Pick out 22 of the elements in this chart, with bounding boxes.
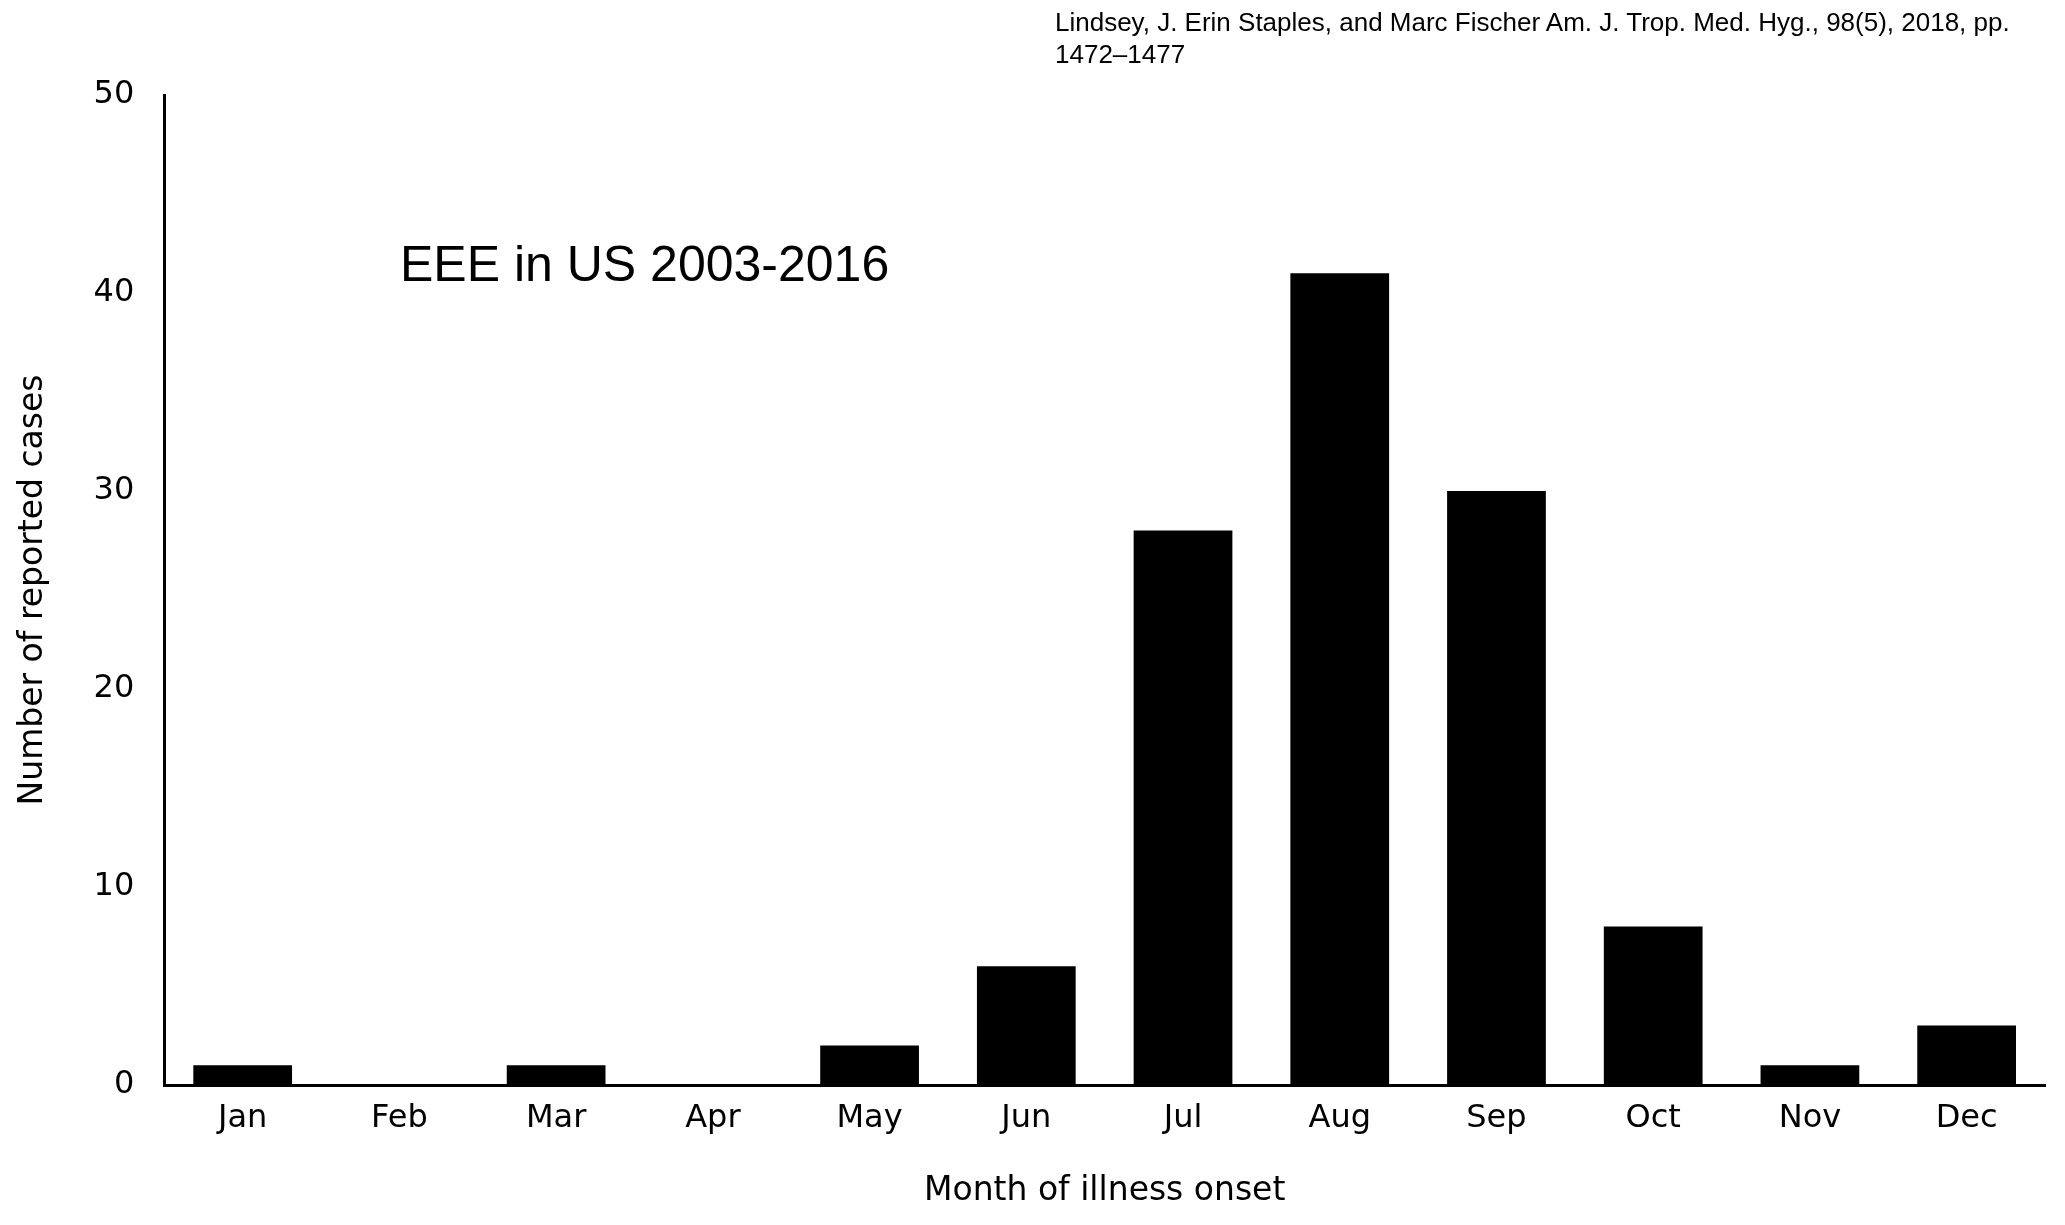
y-tick-label: 50 [93,73,135,112]
x-tick-label: Jun [999,1096,1052,1135]
y-axis-title: Number of reported cases [11,374,51,806]
x-tick-label: May [836,1096,903,1135]
x-tick-label: Oct [1625,1096,1681,1135]
x-tick-label: Mar [525,1096,588,1135]
x-tick-label: Aug [1308,1096,1371,1135]
x-tick-label: Dec [1935,1096,1998,1135]
y-tick-label: 20 [93,667,135,706]
x-tick-label: Jul [1161,1096,1203,1135]
x-tick-label: Feb [371,1096,428,1135]
text: Lindsey, J. Erin Staples, and Marc Fischer Am. J. Trop. Med. Hyg., 98(5), 2018, pp. 1472–1477 [1055,6,2011,70]
y-tick-label: 0 [113,1063,135,1102]
y-tick-label: 40 [93,271,135,310]
x-tick-label: Nov [1778,1096,1842,1135]
x-tick-label: Sep [1466,1096,1527,1135]
text: EEE in US 2003-2016 [400,235,890,293]
x-axis-title: Month of illness onset [923,1168,1286,1208]
x-tick-label: Jan [216,1096,268,1135]
y-tick-label: 30 [93,469,135,508]
x-tick-label: Apr [685,1096,742,1135]
y-tick-label: 10 [93,865,135,904]
